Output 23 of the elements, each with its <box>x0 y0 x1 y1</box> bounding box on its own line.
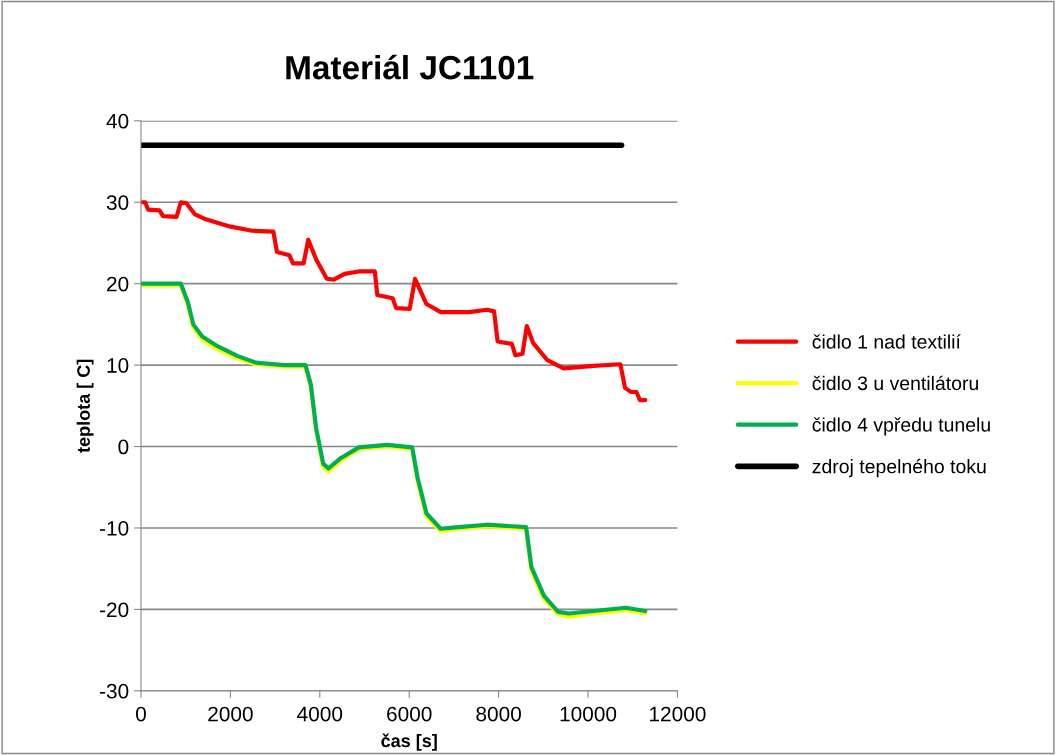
y-tick-label: 0 <box>118 439 129 455</box>
y-tick-label: -20 <box>99 602 129 618</box>
x-axis-title: čas [s] <box>381 733 437 751</box>
legend-label: čidlo 3 u ventilátoru <box>812 375 978 391</box>
y-tick-label: 40 <box>106 113 129 129</box>
x-tick-label: 12000 <box>650 706 706 722</box>
y-axis-title: teplota [ C] <box>76 359 94 453</box>
chart-title: Materiál JC1101 <box>286 54 534 80</box>
x-tick-label: 0 <box>136 706 146 722</box>
legend-label: čidlo 1 nad textilií <box>812 334 961 349</box>
x-tick-label: 4000 <box>297 706 343 722</box>
line-series <box>140 200 648 403</box>
legend-label: zdroj tepelného toku <box>812 458 986 478</box>
x-tick-label: 2000 <box>208 706 253 722</box>
y-tick-label: -30 <box>99 683 129 699</box>
y-tick-label: 10 <box>107 358 129 373</box>
y-tick-label: 30 <box>106 195 129 210</box>
y-tick-label: 20 <box>107 276 129 292</box>
legend-label: čidlo 4 vpředu tunelu <box>812 417 990 436</box>
x-tick-label: 10000 <box>560 706 617 722</box>
x-tick-label: 6000 <box>387 706 432 722</box>
x-tick-label: 8000 <box>476 706 521 722</box>
y-tick-label: -10 <box>99 520 129 536</box>
